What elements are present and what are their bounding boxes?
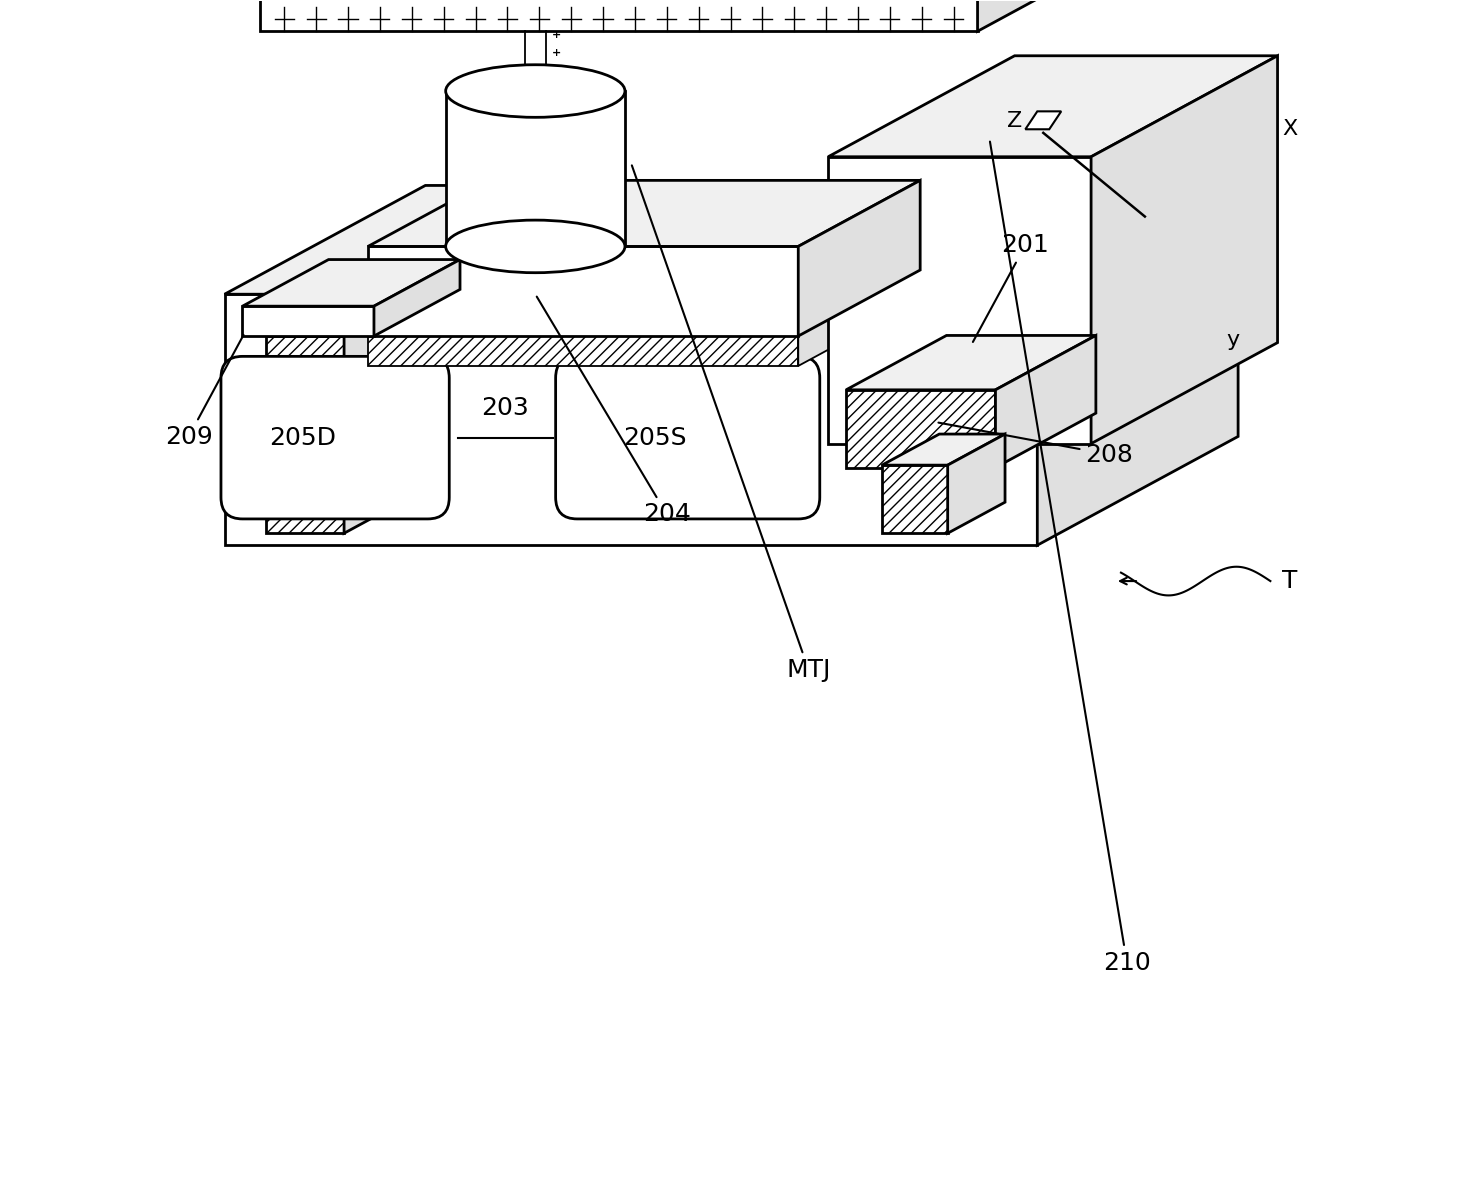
Polygon shape bbox=[446, 91, 625, 247]
Polygon shape bbox=[1037, 186, 1238, 545]
Text: 201: 201 bbox=[973, 234, 1049, 341]
Text: 203: 203 bbox=[482, 395, 529, 419]
Polygon shape bbox=[344, 301, 409, 533]
Polygon shape bbox=[846, 389, 995, 467]
Polygon shape bbox=[260, 0, 978, 31]
Polygon shape bbox=[266, 301, 409, 337]
Polygon shape bbox=[846, 335, 1096, 389]
Polygon shape bbox=[882, 434, 1004, 465]
Polygon shape bbox=[798, 301, 860, 365]
Polygon shape bbox=[1092, 56, 1278, 443]
Polygon shape bbox=[374, 260, 459, 337]
Text: MTJ: MTJ bbox=[632, 165, 830, 682]
Text: Z: Z bbox=[1007, 111, 1022, 131]
Text: 210: 210 bbox=[990, 141, 1151, 974]
Ellipse shape bbox=[446, 220, 625, 273]
Polygon shape bbox=[368, 247, 798, 337]
Polygon shape bbox=[798, 181, 920, 337]
Polygon shape bbox=[368, 181, 920, 247]
Text: 205D: 205D bbox=[269, 425, 335, 449]
Polygon shape bbox=[978, 0, 1164, 31]
Polygon shape bbox=[1025, 111, 1060, 129]
Polygon shape bbox=[882, 465, 948, 533]
Text: 205S: 205S bbox=[623, 425, 687, 449]
Polygon shape bbox=[242, 307, 374, 337]
Polygon shape bbox=[242, 260, 459, 307]
Ellipse shape bbox=[446, 65, 625, 117]
Polygon shape bbox=[948, 434, 1004, 533]
Polygon shape bbox=[225, 295, 1037, 545]
Text: X: X bbox=[1282, 120, 1298, 139]
Polygon shape bbox=[829, 157, 1092, 443]
Text: +: + bbox=[552, 48, 561, 58]
Text: T: T bbox=[1282, 569, 1298, 593]
Polygon shape bbox=[995, 335, 1096, 467]
FancyBboxPatch shape bbox=[222, 356, 449, 519]
Text: +: + bbox=[552, 30, 561, 40]
Text: 208: 208 bbox=[938, 423, 1133, 466]
Polygon shape bbox=[829, 56, 1278, 157]
Polygon shape bbox=[266, 337, 344, 533]
Text: 204: 204 bbox=[536, 297, 691, 526]
Polygon shape bbox=[368, 334, 798, 365]
FancyBboxPatch shape bbox=[555, 356, 820, 519]
Polygon shape bbox=[368, 301, 860, 334]
Polygon shape bbox=[225, 186, 1238, 295]
Text: y: y bbox=[1226, 329, 1239, 350]
Text: 209: 209 bbox=[165, 335, 244, 448]
